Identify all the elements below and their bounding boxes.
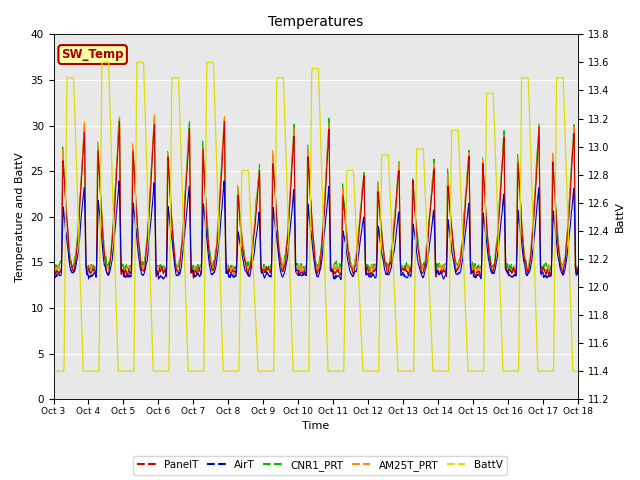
Legend: PanelT, AirT, CNR1_PRT, AM25T_PRT, BattV: PanelT, AirT, CNR1_PRT, AM25T_PRT, BattV — [133, 456, 507, 475]
X-axis label: Time: Time — [302, 421, 330, 432]
Text: SW_Temp: SW_Temp — [61, 48, 124, 61]
Y-axis label: BattV: BattV — [615, 201, 625, 232]
Title: Temperatures: Temperatures — [268, 15, 364, 29]
Y-axis label: Temperature and BattV: Temperature and BattV — [15, 152, 25, 282]
